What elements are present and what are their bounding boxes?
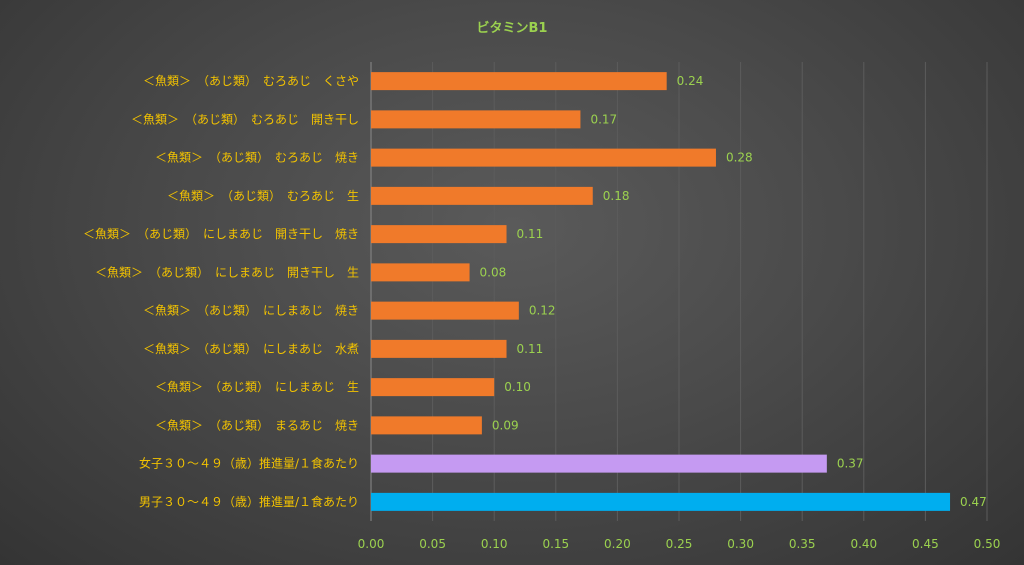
category-label: ＜魚類＞ （あじ類） むろあじ 開き干し <box>131 112 359 126</box>
category-labels: ＜魚類＞ （あじ類） むろあじ くさや ＜魚類＞ （あじ類） むろあじ 開き干し ＜… <box>83 74 359 509</box>
data-label: 0.17 <box>590 112 617 126</box>
data-label: 0.47 <box>960 495 987 509</box>
x-tick-label: 0.00 <box>358 537 385 551</box>
gridlines <box>370 62 988 521</box>
x-tick-label: 0.20 <box>604 537 631 551</box>
bars <box>371 72 951 511</box>
bar <box>371 492 951 511</box>
bar <box>371 416 482 435</box>
category-label: ＜魚類＞ （あじ類） まるあじ 焼き <box>155 418 359 432</box>
category-label: ＜魚類＞ （あじ類） むろあじ くさや <box>143 74 359 88</box>
x-tick-label: 0.25 <box>666 537 693 551</box>
data-label: 0.08 <box>480 265 507 279</box>
bar <box>371 301 519 320</box>
category-label: ＜魚類＞ （あじ類） にしまあじ 焼き <box>143 304 359 318</box>
bar <box>371 378 495 397</box>
x-tick-label: 0.40 <box>850 537 877 551</box>
category-label: ＜魚類＞ （あじ類） むろあじ 焼き <box>155 151 359 165</box>
category-label: ＜魚類＞ （あじ類） むろあじ 生 <box>167 189 359 203</box>
category-label: ＜魚類＞ （あじ類） にしまあじ 開き干し 生 <box>95 265 359 279</box>
data-label: 0.12 <box>529 304 556 318</box>
bar <box>371 454 827 473</box>
bar <box>371 225 507 244</box>
x-tick-label: 0.30 <box>727 537 754 551</box>
bar <box>371 339 507 358</box>
bar <box>371 148 716 167</box>
bar <box>371 186 593 205</box>
category-label: 男子３０～４９（歳）推進量/１食あたり <box>139 494 359 509</box>
chart-title: ビタミンB1 <box>477 20 548 36</box>
data-label: 0.11 <box>517 342 544 356</box>
category-label: ＜魚類＞ （あじ類） にしまあじ 開き干し 焼き <box>83 227 359 241</box>
x-tick-label: 0.35 <box>789 537 816 551</box>
data-label: 0.37 <box>837 457 864 471</box>
x-tick-label: 0.10 <box>481 537 508 551</box>
category-label: ＜魚類＞ （あじ類） にしまあじ 水煮 <box>143 342 359 356</box>
bar <box>371 263 470 282</box>
data-label: 0.18 <box>603 189 630 203</box>
data-labels: 0.24 0.17 0.28 0.18 0.11 0.08 0.12 0.11 0.10 0.09… <box>480 74 987 509</box>
x-tick-label: 0.15 <box>542 537 569 551</box>
bar <box>371 72 667 91</box>
data-label: 0.11 <box>517 227 544 241</box>
category-label: ＜魚類＞ （あじ類） にしまあじ 生 <box>155 380 359 394</box>
data-label: 0.10 <box>504 380 531 394</box>
category-label: 女子３０～４９（歳）推進量/１食あたり <box>139 456 359 471</box>
bar <box>371 110 581 129</box>
data-label: 0.24 <box>677 74 704 88</box>
data-label: 0.09 <box>492 418 519 432</box>
data-label: 0.28 <box>726 151 753 165</box>
x-axis-ticks: 0.00 0.05 0.10 0.15 0.20 0.25 0.30 0.35 0.40 0.45… <box>358 537 1001 551</box>
x-tick-label: 0.45 <box>912 537 939 551</box>
x-tick-label: 0.50 <box>974 537 1001 551</box>
x-tick-label: 0.05 <box>419 537 446 551</box>
